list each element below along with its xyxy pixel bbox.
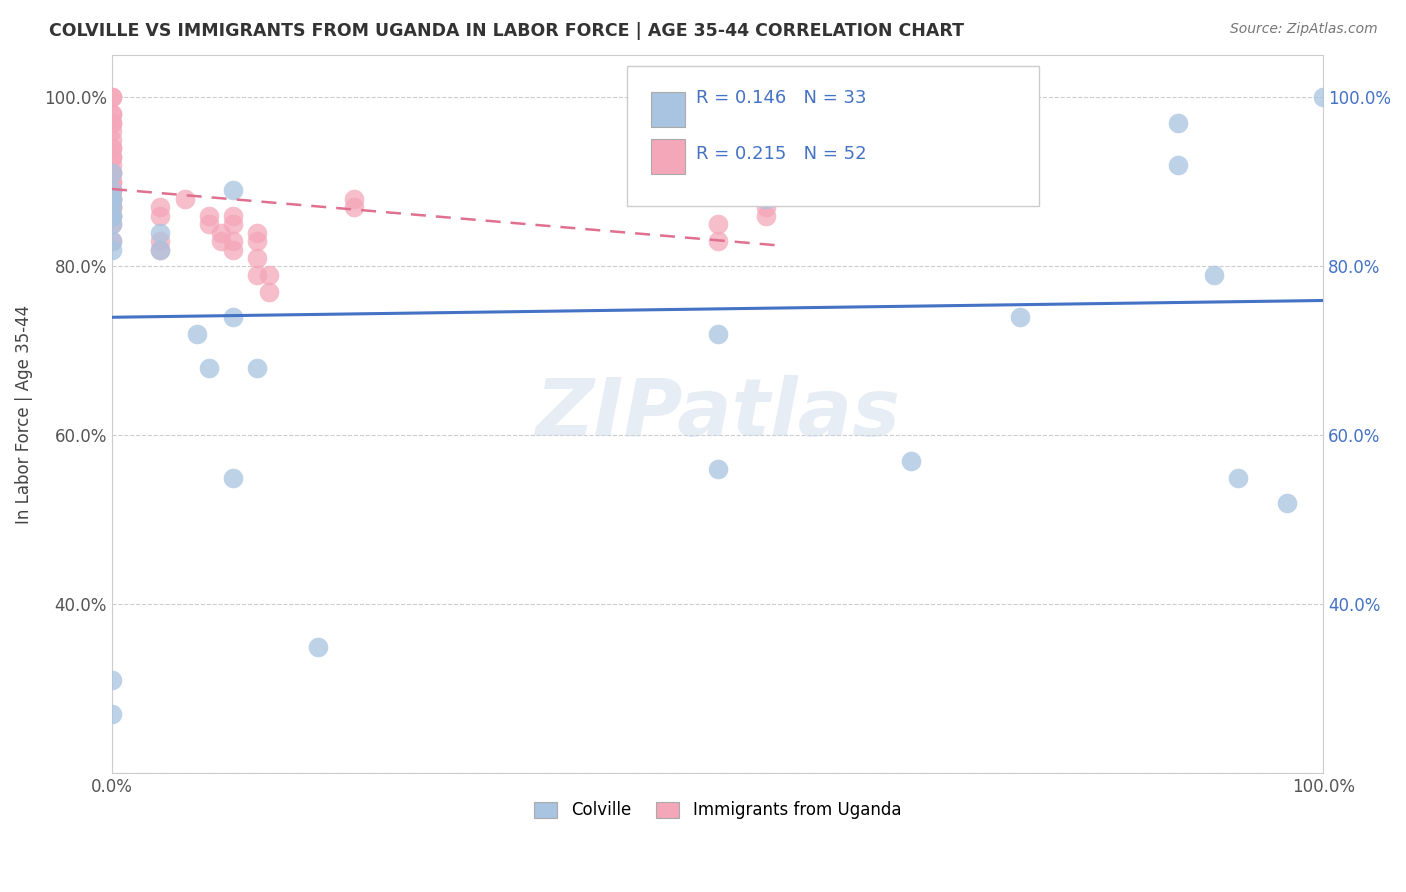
Point — [101, 209, 124, 223]
Point — [222, 234, 245, 248]
Point — [246, 234, 269, 248]
Point — [149, 226, 172, 240]
Point — [209, 226, 232, 240]
Point — [149, 200, 172, 214]
Point — [755, 183, 778, 197]
Point — [1227, 470, 1250, 484]
Point — [101, 192, 124, 206]
Point — [101, 141, 124, 155]
Point — [101, 200, 124, 214]
Point — [706, 462, 728, 476]
Point — [186, 326, 208, 341]
Point — [246, 251, 269, 265]
Point — [706, 234, 728, 248]
Point — [755, 209, 778, 223]
Point — [101, 183, 124, 197]
Point — [198, 209, 221, 223]
Point — [222, 470, 245, 484]
Point — [101, 158, 124, 172]
FancyBboxPatch shape — [651, 139, 685, 174]
Point — [101, 209, 124, 223]
Point — [101, 200, 124, 214]
Point — [1312, 90, 1334, 104]
Point — [900, 454, 922, 468]
Point — [209, 234, 232, 248]
Point — [101, 116, 124, 130]
Point — [222, 310, 245, 324]
Y-axis label: In Labor Force | Age 35-44: In Labor Force | Age 35-44 — [15, 305, 32, 524]
Point — [706, 217, 728, 231]
Point — [101, 673, 124, 688]
Point — [101, 166, 124, 180]
FancyBboxPatch shape — [651, 93, 685, 127]
Point — [101, 192, 124, 206]
Point — [101, 234, 124, 248]
Point — [755, 192, 778, 206]
Point — [246, 226, 269, 240]
Point — [101, 90, 124, 104]
Text: R = 0.215   N = 52: R = 0.215 N = 52 — [696, 145, 866, 163]
Point — [755, 183, 778, 197]
FancyBboxPatch shape — [627, 66, 1039, 206]
Point — [307, 640, 329, 654]
Point — [222, 209, 245, 223]
Point — [101, 107, 124, 121]
Text: R = 0.146   N = 33: R = 0.146 N = 33 — [696, 89, 866, 107]
Point — [222, 243, 245, 257]
Point — [101, 166, 124, 180]
Point — [101, 217, 124, 231]
Point — [706, 326, 728, 341]
Point — [101, 183, 124, 197]
Point — [101, 149, 124, 163]
Point — [101, 243, 124, 257]
Text: ZIPatlas: ZIPatlas — [536, 376, 900, 453]
Point — [222, 217, 245, 231]
Text: COLVILLE VS IMMIGRANTS FROM UGANDA IN LABOR FORCE | AGE 35-44 CORRELATION CHART: COLVILLE VS IMMIGRANTS FROM UGANDA IN LA… — [49, 22, 965, 40]
Point — [343, 192, 366, 206]
Point — [101, 192, 124, 206]
Text: Source: ZipAtlas.com: Source: ZipAtlas.com — [1230, 22, 1378, 37]
Point — [259, 285, 281, 299]
Point — [101, 183, 124, 197]
Point — [101, 200, 124, 214]
Point — [1167, 158, 1189, 172]
Point — [343, 200, 366, 214]
Point — [1010, 310, 1032, 324]
Point — [149, 209, 172, 223]
Point — [246, 268, 269, 282]
Point — [101, 175, 124, 189]
Point — [198, 360, 221, 375]
Point — [101, 166, 124, 180]
Point — [246, 360, 269, 375]
Point — [101, 124, 124, 138]
Point — [259, 268, 281, 282]
Point — [101, 107, 124, 121]
Point — [222, 183, 245, 197]
Point — [101, 133, 124, 147]
Point — [149, 234, 172, 248]
Point — [101, 217, 124, 231]
Point — [198, 217, 221, 231]
Point — [101, 707, 124, 722]
Point — [173, 192, 195, 206]
Point — [101, 149, 124, 163]
Point — [149, 243, 172, 257]
Point — [101, 209, 124, 223]
Point — [101, 141, 124, 155]
Point — [1167, 116, 1189, 130]
Point — [101, 90, 124, 104]
Point — [101, 192, 124, 206]
Point — [101, 116, 124, 130]
Point — [755, 200, 778, 214]
Point — [101, 234, 124, 248]
Point — [1204, 268, 1226, 282]
Legend: Colville, Immigrants from Uganda: Colville, Immigrants from Uganda — [527, 795, 908, 826]
Point — [1275, 496, 1298, 510]
Point — [149, 243, 172, 257]
Point — [101, 175, 124, 189]
